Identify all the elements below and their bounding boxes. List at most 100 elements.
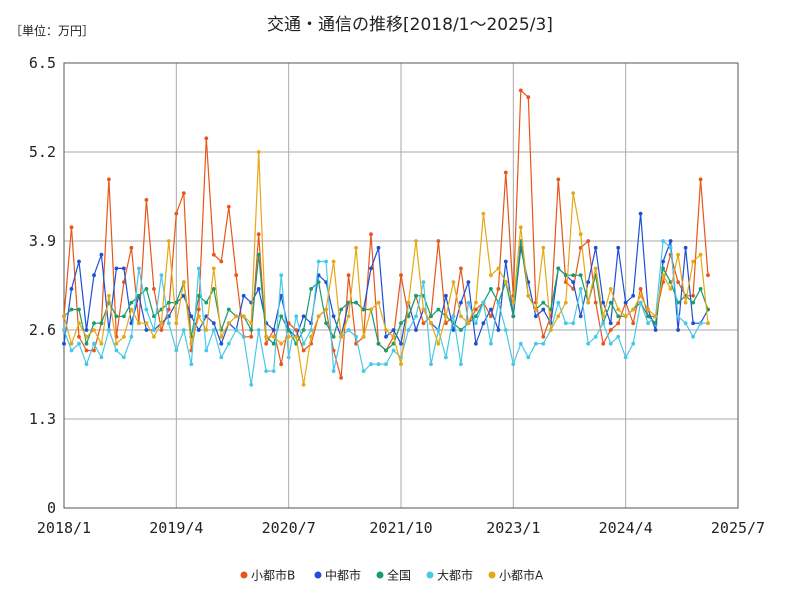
- data-point: [444, 293, 448, 298]
- legend-label: 全国: [387, 568, 411, 583]
- data-point: [668, 239, 673, 243]
- legend-item: 中都市: [314, 568, 361, 583]
- data-point: [474, 307, 478, 312]
- data-point: [459, 314, 463, 319]
- data-point: [399, 341, 403, 346]
- data-point: [256, 232, 261, 237]
- data-point: [331, 314, 336, 319]
- data-point: [301, 341, 306, 346]
- data-point: [706, 321, 710, 326]
- data-point: [608, 321, 613, 326]
- data-point: [354, 334, 358, 339]
- data-point: [174, 348, 179, 353]
- data-point: [62, 328, 66, 332]
- x-tick-label: 2018/1: [37, 519, 91, 537]
- data-point: [331, 369, 336, 373]
- data-point: [331, 334, 336, 339]
- data-point: [77, 307, 81, 312]
- data-point: [518, 225, 523, 230]
- data-point: [593, 266, 598, 271]
- data-point: [623, 355, 628, 360]
- data-point: [474, 300, 478, 305]
- legend-item: 小都市A: [488, 568, 544, 583]
- data-point: [541, 245, 546, 250]
- data-point: [166, 300, 171, 305]
- data-point: [489, 273, 493, 278]
- data-point: [571, 273, 576, 278]
- data-point: [414, 239, 418, 243]
- data-point: [166, 239, 171, 243]
- data-point: [691, 321, 695, 326]
- data-point: [691, 300, 695, 305]
- data-point: [429, 321, 433, 326]
- data-point: [668, 287, 673, 291]
- data-point: [107, 293, 111, 298]
- data-point: [264, 334, 269, 339]
- data-point: [541, 300, 546, 305]
- data-point: [129, 300, 134, 305]
- data-point: [144, 307, 149, 312]
- data-point: [92, 341, 96, 346]
- data-point: [211, 321, 216, 326]
- data-point: [159, 273, 164, 278]
- data-point: [99, 341, 104, 346]
- data-point: [421, 321, 426, 326]
- data-point: [241, 334, 246, 339]
- data-point: [421, 307, 426, 312]
- data-point: [301, 314, 306, 319]
- data-point: [646, 314, 650, 319]
- data-point: [204, 328, 209, 332]
- data-point: [586, 280, 591, 284]
- data-point: [271, 334, 276, 339]
- data-point: [503, 170, 508, 175]
- data-point: [661, 266, 665, 271]
- data-point: [444, 355, 448, 360]
- data-point: [249, 334, 254, 339]
- data-point: [638, 293, 643, 298]
- data-point: [99, 321, 104, 326]
- data-point: [608, 300, 613, 305]
- legend-item: 全国: [376, 568, 411, 583]
- data-point: [204, 136, 209, 141]
- data-point: [286, 328, 291, 332]
- data-point: [256, 252, 261, 257]
- data-point: [489, 314, 493, 319]
- data-point: [339, 376, 343, 380]
- data-point: [451, 328, 456, 332]
- data-point: [518, 341, 523, 346]
- legend: 小都市B 中都市 全国 大都市 小都市A: [240, 568, 544, 583]
- data-point: [496, 266, 501, 271]
- data-point: [571, 321, 576, 326]
- data-point: [481, 211, 486, 216]
- data-point: [683, 321, 688, 326]
- data-point: [661, 239, 665, 243]
- data-point: [586, 239, 591, 243]
- data-point: [114, 314, 119, 319]
- data-point: [219, 355, 224, 360]
- data-point: [661, 259, 665, 264]
- data-point: [578, 287, 583, 291]
- data-point: [414, 314, 418, 319]
- data-point: [676, 328, 680, 332]
- data-point: [294, 328, 299, 332]
- data-point: [271, 369, 276, 373]
- data-point: [563, 273, 568, 278]
- data-point: [698, 177, 703, 182]
- data-point: [144, 287, 149, 291]
- data-point: [92, 328, 96, 332]
- data-point: [601, 341, 606, 346]
- data-point: [77, 334, 81, 339]
- data-point: [459, 300, 463, 305]
- data-point: [316, 259, 321, 264]
- x-tick-label: 2024/4: [599, 519, 653, 537]
- data-point: [653, 321, 658, 326]
- data-point: [122, 314, 126, 319]
- data-point: [279, 314, 284, 319]
- data-point: [638, 211, 643, 216]
- data-point: [294, 314, 299, 319]
- data-point: [391, 348, 396, 353]
- data-point: [593, 300, 598, 305]
- data-point: [361, 369, 366, 373]
- data-point: [69, 225, 74, 230]
